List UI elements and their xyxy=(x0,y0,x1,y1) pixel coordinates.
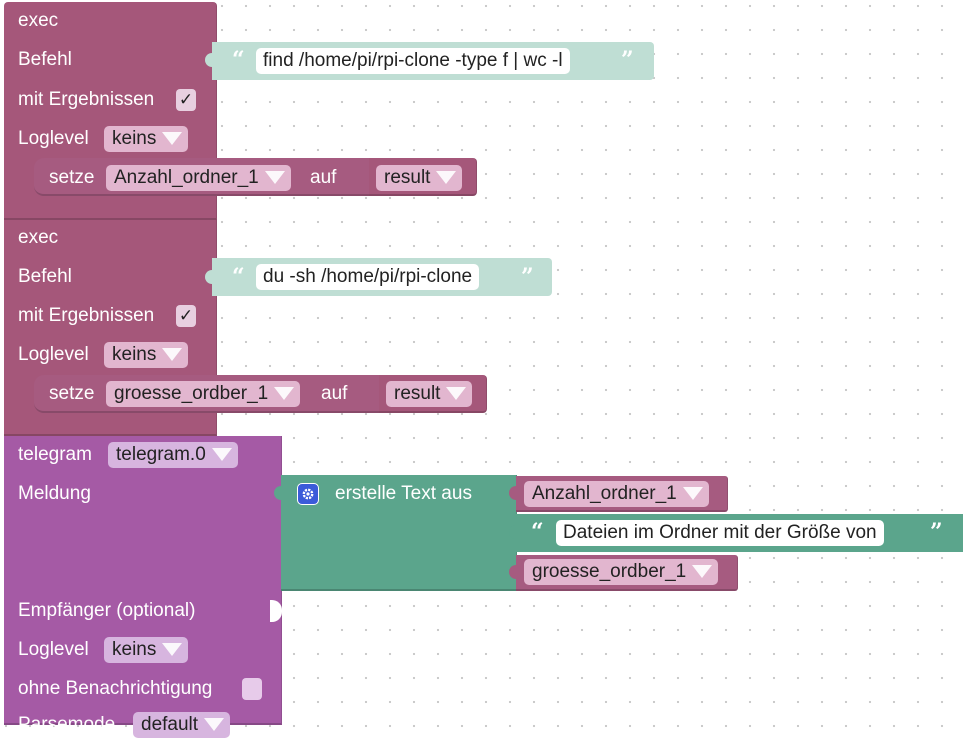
command-input[interactable]: find /home/pi/rpi-clone -type f | wc -l xyxy=(256,48,570,74)
variable-dropdown[interactable]: groesse_ordber_1 xyxy=(524,559,719,585)
telegram-instance-dropdown[interactable]: telegram.0 xyxy=(108,442,238,468)
chevron-down-icon xyxy=(682,487,703,500)
chevron-down-icon xyxy=(436,171,457,184)
chevron-down-icon xyxy=(692,565,713,578)
variable-name: Anzahl_ordner_1 xyxy=(532,483,677,504)
result-label: result xyxy=(384,167,431,188)
chevron-down-icon xyxy=(162,643,183,656)
setze-label: setze xyxy=(49,167,95,188)
open-quote-icon: “ xyxy=(232,264,245,290)
empfaenger-label: Empfänger (optional) xyxy=(18,600,196,621)
meldung-label: Meldung xyxy=(18,483,91,504)
text-input[interactable]: Dateien im Ordner mit der Größe von xyxy=(556,520,884,546)
chevron-down-icon xyxy=(264,171,285,184)
loglevel-dropdown[interactable]: keins xyxy=(104,342,189,368)
loglevel-dropdown[interactable]: keins xyxy=(104,637,189,663)
connector-tab xyxy=(205,53,217,67)
parsemode-label: Parsemode xyxy=(18,714,116,735)
text-join-block[interactable] xyxy=(281,475,517,591)
mit-ergebnissen-label: mit Ergebnissen xyxy=(18,305,155,326)
mit-ergebnissen-label: mit Ergebnissen xyxy=(18,89,155,110)
ohne-benachrichtigung-checkbox[interactable] xyxy=(242,678,262,700)
loglevel-value: keins xyxy=(112,639,157,660)
connector-tab xyxy=(509,565,521,579)
befehl-label: Befehl xyxy=(18,49,72,70)
auf-label: auf xyxy=(310,167,337,188)
chevron-down-icon xyxy=(446,387,467,400)
result-label: result xyxy=(394,383,441,404)
loglevel-label: Loglevel xyxy=(18,639,89,660)
ohne-benachrichtigung-label: ohne Benachrichtigung xyxy=(18,678,213,699)
exec-title: exec xyxy=(18,10,59,31)
chevron-down-icon xyxy=(162,132,183,145)
variable-name: Anzahl_ordner_1 xyxy=(114,167,259,188)
result-dropdown[interactable]: result xyxy=(376,165,463,191)
loglevel-dropdown[interactable]: keins xyxy=(104,126,189,152)
variable-dropdown[interactable]: Anzahl_ordner_1 xyxy=(106,165,291,191)
mit-ergebnissen-checkbox[interactable]: ✓ xyxy=(176,89,196,111)
connector-tab xyxy=(509,486,521,500)
parsemode-dropdown[interactable]: default xyxy=(133,712,231,738)
variable-name: groesse_ordber_1 xyxy=(532,561,687,582)
command-input[interactable]: du -sh /home/pi/rpi-clone xyxy=(256,264,480,290)
exec-title: exec xyxy=(18,227,59,248)
befehl-label: Befehl xyxy=(18,266,72,287)
variable-name: groesse_ordber_1 xyxy=(114,383,269,404)
loglevel-label: Loglevel xyxy=(18,344,89,365)
empfaenger-input-socket[interactable] xyxy=(270,600,282,622)
open-quote-icon: “ xyxy=(232,47,245,73)
loglevel-value: keins xyxy=(112,344,157,365)
open-quote-icon: “ xyxy=(531,519,544,545)
chevron-down-icon xyxy=(162,348,183,361)
chevron-down-icon xyxy=(211,448,232,461)
telegram-block[interactable] xyxy=(4,436,282,725)
close-quote-icon: ” xyxy=(521,264,534,290)
gear-icon[interactable] xyxy=(297,483,319,505)
connector-tab xyxy=(205,270,217,284)
connector-tab xyxy=(509,525,521,539)
result-dropdown[interactable]: result xyxy=(386,381,473,407)
variable-dropdown[interactable]: groesse_ordber_1 xyxy=(106,381,301,407)
variable-dropdown[interactable]: Anzahl_ordner_1 xyxy=(524,481,709,507)
mit-ergebnissen-checkbox[interactable]: ✓ xyxy=(176,305,196,327)
telegram-title: telegram xyxy=(18,444,92,465)
loglevel-label: Loglevel xyxy=(18,128,89,149)
setze-label: setze xyxy=(49,383,95,404)
close-quote-icon: ” xyxy=(621,47,634,73)
loglevel-value: keins xyxy=(112,128,157,149)
connector-tab xyxy=(274,486,286,500)
auf-label: auf xyxy=(321,383,348,404)
text-join-label: erstelle Text aus xyxy=(335,483,472,504)
telegram-instance: telegram.0 xyxy=(116,444,206,465)
close-quote-icon: ” xyxy=(930,519,943,545)
chevron-down-icon xyxy=(274,387,295,400)
